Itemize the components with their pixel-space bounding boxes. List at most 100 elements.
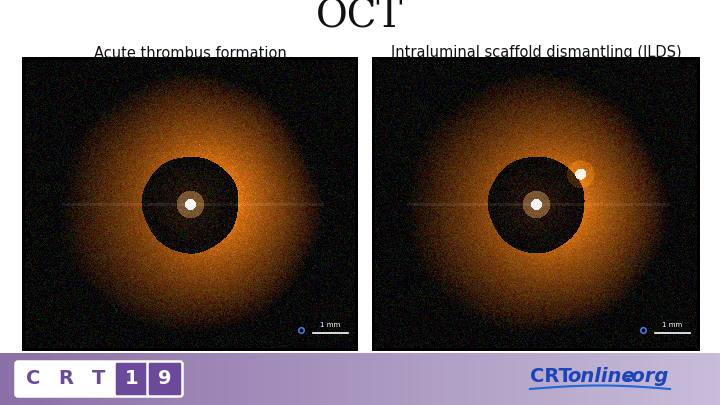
- Bar: [580, 353, 582, 405]
- Text: 9: 9: [158, 369, 172, 388]
- Bar: [685, 353, 688, 405]
- Bar: [666, 353, 668, 405]
- Bar: [126, 353, 128, 405]
- Bar: [132, 353, 134, 405]
- FancyBboxPatch shape: [114, 362, 150, 396]
- Bar: [347, 353, 350, 405]
- Bar: [618, 353, 620, 405]
- Bar: [673, 353, 675, 405]
- Bar: [253, 353, 256, 405]
- Bar: [299, 353, 301, 405]
- Bar: [637, 353, 639, 405]
- Bar: [205, 353, 207, 405]
- Bar: [450, 353, 452, 405]
- Bar: [274, 353, 276, 405]
- Bar: [294, 353, 296, 405]
- Bar: [367, 353, 369, 405]
- Bar: [488, 353, 490, 405]
- Bar: [418, 353, 420, 405]
- Bar: [445, 353, 447, 405]
- Bar: [272, 353, 274, 405]
- Bar: [173, 353, 175, 405]
- Bar: [89, 353, 91, 405]
- Bar: [554, 353, 557, 405]
- Bar: [390, 353, 393, 405]
- Bar: [145, 353, 148, 405]
- Bar: [32, 353, 35, 405]
- Bar: [119, 353, 121, 405]
- Bar: [565, 353, 567, 405]
- Bar: [333, 353, 336, 405]
- Text: 1 mm: 1 mm: [320, 322, 341, 328]
- Bar: [468, 353, 470, 405]
- Bar: [497, 353, 499, 405]
- Bar: [310, 353, 312, 405]
- Bar: [371, 353, 373, 405]
- Bar: [346, 353, 348, 405]
- Bar: [576, 353, 578, 405]
- Bar: [200, 353, 202, 405]
- Bar: [540, 353, 542, 405]
- Bar: [593, 353, 595, 405]
- Bar: [536, 353, 539, 405]
- Bar: [187, 353, 189, 405]
- Bar: [594, 353, 596, 405]
- Bar: [448, 353, 451, 405]
- Bar: [104, 353, 107, 405]
- Bar: [65, 353, 67, 405]
- Bar: [25, 353, 27, 405]
- Bar: [693, 353, 696, 405]
- Bar: [495, 353, 498, 405]
- Bar: [515, 353, 517, 405]
- Bar: [232, 353, 235, 405]
- Bar: [56, 353, 58, 405]
- Bar: [464, 353, 467, 405]
- Bar: [164, 353, 166, 405]
- Bar: [246, 353, 249, 405]
- Bar: [20, 353, 22, 405]
- Bar: [167, 353, 170, 405]
- Bar: [256, 353, 258, 405]
- Bar: [587, 353, 589, 405]
- Bar: [42, 353, 44, 405]
- Bar: [94, 353, 96, 405]
- Bar: [491, 353, 494, 405]
- Bar: [252, 353, 254, 405]
- Bar: [698, 353, 701, 405]
- Bar: [209, 353, 211, 405]
- Bar: [124, 353, 127, 405]
- Bar: [670, 353, 672, 405]
- Bar: [432, 353, 434, 405]
- Bar: [181, 353, 184, 405]
- Bar: [304, 353, 307, 405]
- Bar: [207, 353, 210, 405]
- Bar: [389, 353, 391, 405]
- Bar: [0, 353, 2, 405]
- Bar: [68, 353, 71, 405]
- Bar: [546, 353, 548, 405]
- Bar: [549, 353, 552, 405]
- Bar: [572, 353, 575, 405]
- Bar: [283, 353, 285, 405]
- Bar: [436, 353, 438, 405]
- Bar: [222, 353, 224, 405]
- Bar: [614, 353, 616, 405]
- Bar: [583, 353, 585, 405]
- Bar: [337, 353, 339, 405]
- Bar: [608, 353, 611, 405]
- Bar: [662, 353, 665, 405]
- Bar: [344, 353, 346, 405]
- Bar: [191, 353, 193, 405]
- Bar: [632, 353, 634, 405]
- Bar: [482, 353, 485, 405]
- Bar: [611, 353, 613, 405]
- Bar: [180, 353, 182, 405]
- Bar: [706, 353, 708, 405]
- Bar: [30, 353, 33, 405]
- Bar: [412, 353, 415, 405]
- Bar: [86, 353, 89, 405]
- Bar: [560, 353, 562, 405]
- Bar: [229, 353, 231, 405]
- Bar: [153, 353, 156, 405]
- Bar: [166, 353, 168, 405]
